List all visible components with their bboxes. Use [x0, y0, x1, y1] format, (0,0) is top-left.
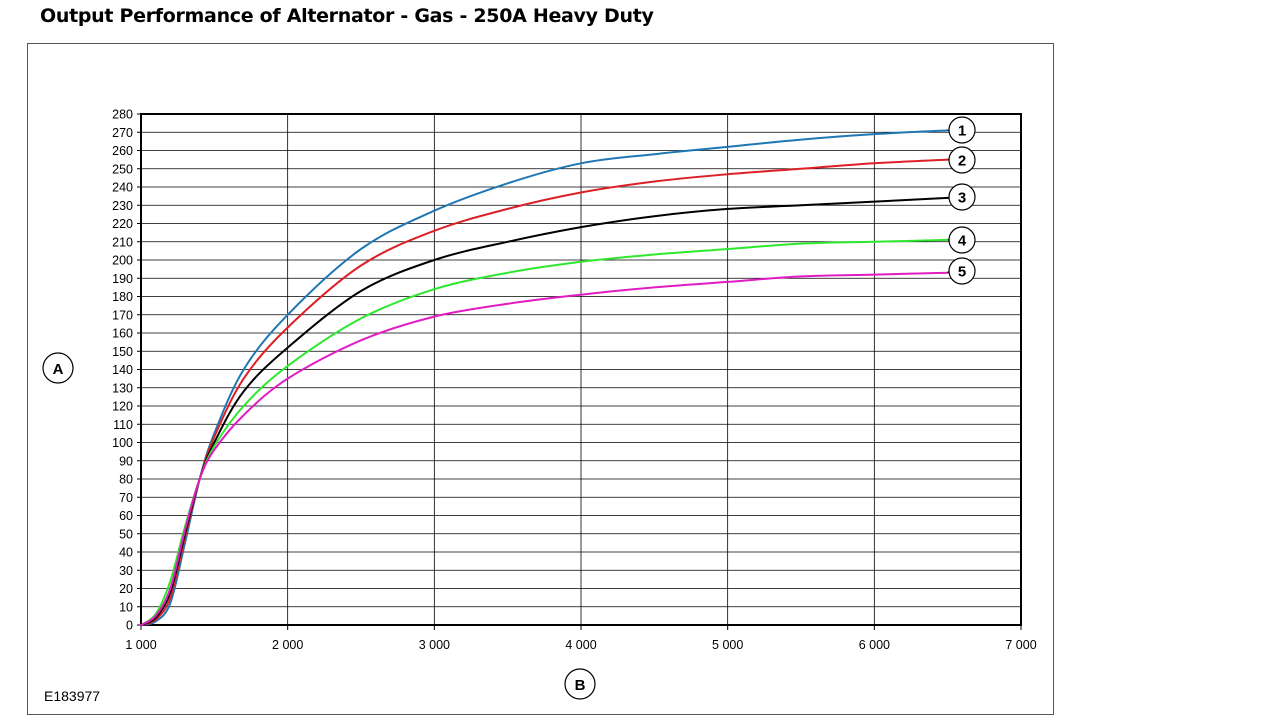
y-tick-label: 30: [119, 564, 133, 578]
callout-circle: [948, 257, 976, 285]
series-line-2: [140, 158, 949, 626]
series-callouts: 1 2 3 4 5: [947, 116, 976, 285]
x-tick-label: 6 000: [859, 638, 890, 652]
callout-label: 5: [958, 264, 966, 281]
y-tick-label: 210: [112, 235, 133, 249]
y-tick-label: 110: [113, 418, 133, 432]
x-axis-label: B: [575, 677, 586, 694]
y-tick-label: 260: [112, 144, 133, 158]
series-line-1: [140, 129, 949, 626]
x-tick-label: 7 000: [1005, 638, 1036, 652]
y-tick-label: 130: [112, 381, 133, 395]
y-tick-label: 10: [119, 600, 133, 614]
y-tick-label: 40: [119, 546, 133, 560]
axis-labels: AB: [42, 352, 596, 700]
callout-label: 3: [958, 190, 966, 207]
x-axis-label-circle: [564, 668, 596, 700]
y-tick-label: 60: [119, 509, 133, 523]
grid: [140, 113, 1022, 626]
axis-ticks: 0 10 20 30 40 50 60 70 80 90 100 110 120 130 140 150 160…: [112, 108, 1037, 653]
x-tick-label: 1 000: [125, 638, 156, 652]
callout-label: 1: [958, 123, 966, 140]
series-line-3: [140, 196, 949, 626]
y-axis-label: A: [53, 361, 64, 378]
y-tick-label: 120: [112, 400, 133, 414]
y-tick-label: 20: [119, 582, 133, 596]
y-tick-label: 240: [112, 181, 133, 195]
callout-circle: [948, 183, 976, 211]
figure-frame: [27, 43, 1054, 715]
y-tick-label: 280: [112, 108, 133, 122]
x-tick-label: 4 000: [565, 638, 596, 652]
y-tick-label: 80: [119, 473, 133, 487]
y-tick-label: 230: [112, 199, 133, 213]
callout-circle: [948, 116, 976, 144]
y-tick-label: 220: [112, 217, 133, 231]
y-tick-label: 190: [112, 272, 133, 286]
y-tick-label: 0: [126, 619, 133, 633]
y-tick-label: 50: [119, 527, 133, 541]
y-tick-label: 150: [112, 345, 133, 359]
series-line-4: [140, 238, 949, 626]
y-tick-label: 170: [112, 308, 133, 322]
callout-circle: [948, 226, 976, 254]
y-tick-label: 70: [119, 491, 133, 505]
y-tick-label: 250: [112, 162, 133, 176]
y-axis-label-circle: [42, 352, 74, 384]
series-lines: [140, 129, 949, 626]
x-tick-label: 3 000: [419, 638, 450, 652]
callout-circle: [948, 146, 976, 174]
y-tick-label: 200: [112, 254, 133, 268]
x-tick-label: 2 000: [272, 638, 303, 652]
callout-label: 2: [958, 153, 966, 170]
series-line-5: [140, 271, 949, 626]
figure-id: E183977: [44, 688, 101, 704]
page-title: Output Performance of Alternator - Gas -…: [40, 5, 654, 27]
y-tick-label: 140: [112, 363, 133, 377]
x-tick-label: 5 000: [712, 638, 743, 652]
y-tick-label: 270: [112, 126, 133, 140]
y-tick-label: 90: [119, 454, 133, 468]
callout-label: 4: [958, 233, 967, 250]
y-tick-label: 100: [112, 436, 133, 450]
y-tick-label: 180: [112, 290, 133, 304]
y-tick-label: 160: [112, 327, 133, 341]
